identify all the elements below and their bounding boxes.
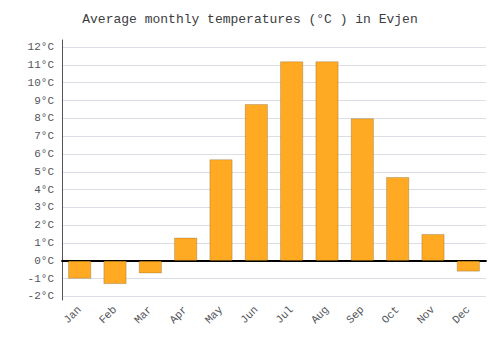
svg-text:Oct: Oct	[379, 304, 401, 326]
svg-text:5°C: 5°C	[34, 166, 54, 178]
svg-text:2°C: 2°C	[34, 219, 54, 231]
svg-text:3°C: 3°C	[34, 201, 54, 213]
svg-text:12°C: 12°C	[28, 41, 55, 53]
svg-text:Aug: Aug	[309, 304, 331, 326]
svg-text:Feb: Feb	[97, 304, 119, 326]
svg-text:Apr: Apr	[167, 304, 189, 326]
svg-text:Jun: Jun	[238, 304, 260, 326]
svg-text:May: May	[203, 303, 226, 326]
svg-text:7°C: 7°C	[34, 130, 54, 142]
svg-text:Jul: Jul	[273, 304, 295, 326]
svg-text:8°C: 8°C	[34, 112, 54, 124]
svg-text:1°C: 1°C	[34, 237, 54, 249]
svg-text:Sep: Sep	[344, 304, 366, 326]
svg-text:-2°C: -2°C	[28, 290, 55, 302]
svg-text:Dec: Dec	[450, 304, 472, 326]
svg-text:0°C: 0°C	[34, 255, 54, 267]
svg-text:4°C: 4°C	[34, 184, 54, 196]
svg-text:11°C: 11°C	[28, 59, 55, 71]
svg-text:9°C: 9°C	[34, 95, 54, 107]
svg-text:Nov: Nov	[415, 303, 438, 326]
svg-text:10°C: 10°C	[28, 77, 55, 89]
svg-text:-1°C: -1°C	[28, 273, 55, 285]
svg-text:6°C: 6°C	[34, 148, 54, 160]
svg-text:Average monthly temperatures (: Average monthly temperatures (°C ) in Ev…	[82, 12, 417, 27]
svg-text:Jan: Jan	[61, 304, 83, 326]
svg-text:Mar: Mar	[132, 304, 154, 326]
